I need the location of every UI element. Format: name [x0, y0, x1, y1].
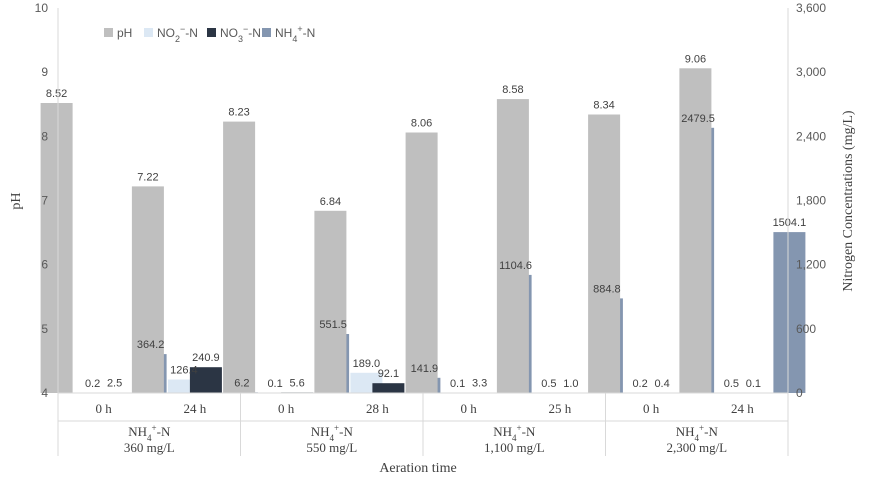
legend-swatch — [207, 28, 216, 37]
data-label: 0.1 — [450, 378, 465, 390]
y2-tick-label: 1,200 — [796, 258, 826, 272]
bar — [40, 103, 73, 393]
data-label: 8.34 — [593, 100, 614, 112]
bars-layer — [40, 68, 806, 394]
data-label: 6.84 — [320, 196, 341, 208]
y-tick-label: 7 — [41, 194, 48, 208]
x-tick-label: 24 h — [184, 401, 207, 416]
data-label: 7.22 — [137, 171, 158, 183]
data-label: 364.2 — [137, 339, 165, 351]
data-label: 92.1 — [378, 368, 399, 380]
x-tick-label: 24 h — [731, 401, 754, 416]
data-label: 1.0 — [563, 378, 578, 390]
y-tick-label: 6 — [41, 258, 48, 272]
y-tick-label: 4 — [41, 386, 48, 400]
data-label: 240.9 — [192, 352, 220, 364]
x-tick-label: 0 h — [278, 401, 295, 416]
data-label: 2.5 — [107, 378, 122, 390]
y2-tick-label: 3,000 — [796, 65, 826, 79]
data-label: 8.23 — [228, 107, 249, 119]
bar — [773, 232, 806, 393]
legend: pH NO2−-N NO3−-N NH4+-N — [104, 24, 315, 44]
bar — [372, 383, 405, 393]
legend-swatch — [262, 28, 271, 37]
data-label: 0.2 — [85, 378, 100, 390]
bar — [131, 186, 164, 393]
y-axis-title: pH — [9, 192, 24, 209]
data-label: 6.2 — [234, 377, 249, 389]
data-label: 884.8 — [593, 283, 621, 295]
group-sublabel: 360 mg/L — [124, 440, 175, 455]
data-label: 8.06 — [411, 118, 432, 130]
y-tick-label: 9 — [41, 65, 48, 79]
bar — [189, 367, 222, 393]
y2-tick-label: 600 — [796, 322, 816, 336]
legend-swatch — [144, 28, 153, 37]
data-label: 0.1 — [267, 378, 282, 390]
y-tick-label: 10 — [35, 1, 49, 15]
legend-entry: NH4+-N — [275, 24, 315, 44]
x-tick-label: 0 h — [460, 401, 477, 416]
data-label: 8.52 — [46, 88, 67, 100]
group-sublabel: 2,300 mg/L — [666, 440, 727, 455]
bar — [496, 99, 529, 393]
group-sublabel: 1,100 mg/L — [484, 440, 545, 455]
data-label: 1504.1 — [773, 217, 807, 229]
data-label: 2479.5 — [681, 113, 715, 125]
legend-entry: NO2−-N — [157, 24, 198, 44]
data-label: 8.58 — [502, 84, 523, 96]
data-label: 141.9 — [411, 363, 439, 375]
data-label: 5.6 — [289, 377, 304, 389]
legend-swatch — [104, 28, 113, 37]
group-label: NH4+-N — [493, 423, 536, 443]
axes-layer: 4 5 6 7 8 9 10 0 600 1,200 1,800 2,400 3,000 3,600 0 h… — [35, 1, 826, 456]
x-tick-label: 0 h — [643, 401, 660, 416]
x-tick-label: 28 h — [366, 401, 389, 416]
data-label: 189.0 — [353, 358, 381, 370]
y2-tick-label: 3,600 — [796, 1, 826, 15]
bar — [679, 68, 712, 394]
group-label: NH4+-N — [676, 423, 719, 443]
y2-axis-title: Nitrogen Concentrations (mg/L) — [841, 110, 856, 292]
y-tick-label: 5 — [41, 322, 48, 336]
bar — [405, 132, 438, 393]
data-label: 9.06 — [685, 53, 706, 65]
legend-entry: NO3−-N — [220, 24, 261, 44]
data-label: 0.5 — [724, 378, 739, 390]
x-tick-label: 0 h — [95, 401, 112, 416]
legend-entry: pH — [117, 26, 132, 40]
bar — [223, 121, 256, 393]
y2-tick-label: 1,800 — [796, 194, 826, 208]
group-sublabel: 550 mg/L — [306, 440, 357, 455]
x-tick-label: 25 h — [549, 401, 572, 416]
data-label: 3.3 — [472, 378, 487, 390]
y-tick-label: 8 — [41, 129, 48, 143]
data-label: 0.1 — [746, 378, 761, 390]
bar — [314, 210, 347, 393]
data-label: 551.5 — [319, 319, 347, 331]
data-label: 126.4 — [170, 365, 198, 377]
data-label: 0.2 — [632, 378, 647, 390]
y2-tick-label: 2,400 — [796, 129, 826, 143]
group-label: NH4+-N — [128, 423, 171, 443]
data-label: 0.5 — [541, 378, 556, 390]
bar — [588, 114, 621, 393]
data-label: 1104.6 — [499, 260, 532, 272]
y2-tick-label: 0 — [796, 386, 803, 400]
group-label: NH4+-N — [311, 423, 354, 443]
x-axis-title: Aeration time — [379, 461, 456, 476]
data-label: 0.4 — [654, 378, 669, 390]
